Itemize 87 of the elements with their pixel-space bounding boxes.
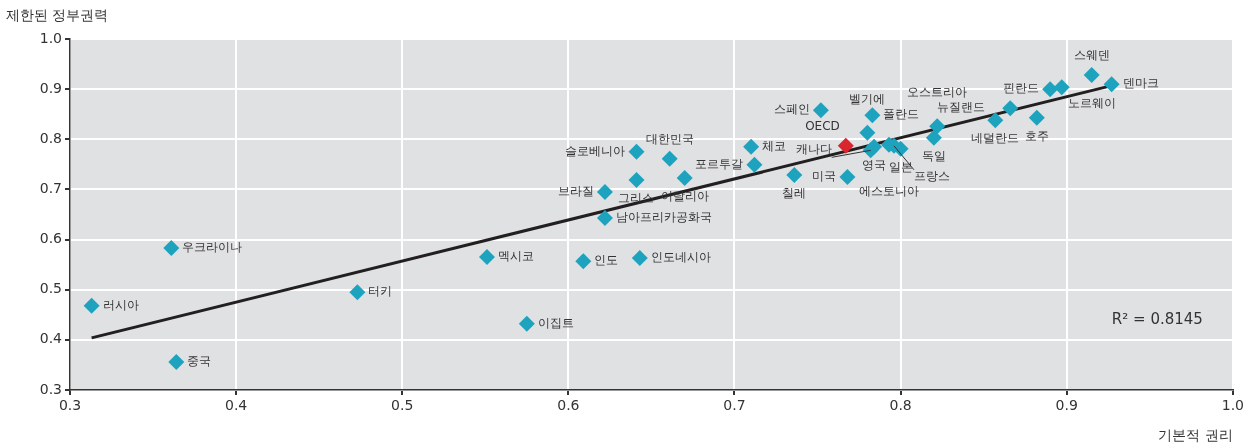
point [1028,109,1045,126]
point [746,156,763,173]
point [661,150,678,167]
point [349,284,366,301]
y-tick-label: 0.6 [39,230,63,247]
point [862,142,879,159]
y-tick-label: 0.8 [39,129,62,146]
annotation: 프랑스 [913,168,950,183]
x-tick-label: 0.5 [391,397,414,414]
point [812,102,829,119]
point [1042,81,1059,98]
annotation: 러시아 [102,297,139,312]
annotation: 에스토니아 [858,183,919,198]
annotation: 브라질 [557,184,594,199]
annotation: 미국 [812,169,837,184]
annotation: 터키 [368,284,393,299]
annotation: 네덜란드 [971,131,1020,146]
point [168,353,185,370]
point [631,250,648,267]
y-tick-label: 0.7 [39,180,62,197]
point [628,143,645,160]
annotation: 슬로베니아 [565,143,626,158]
annotation: 호주 [1024,128,1049,143]
y-tick-label: 0.3 [39,380,62,397]
y-axis-title: 제한된 정부권력 [6,6,109,23]
annotation: 영국 [862,157,887,172]
annotation: 일본 [888,159,913,174]
annotation: 체코 [762,138,787,153]
point [1053,79,1070,96]
y-tick-label: 0.5 [39,280,62,297]
annotation: 인도 [594,253,619,268]
point [628,171,645,188]
annotation: 이탈리아 [660,189,709,204]
annotation: 인도네시아 [650,250,711,265]
annotation: 중국 [187,354,212,369]
point [786,166,803,183]
point [83,297,100,314]
annotation: 뉴질랜드 [937,100,986,115]
annotation: 포르투갈 [695,156,744,171]
annotation: 캐나다 [795,142,832,157]
annotation: 벨기에 [849,91,886,106]
point [518,315,535,332]
annotation: 스페인 [773,102,810,117]
point [839,168,856,185]
annotation: 독일 [921,148,946,163]
annotation: 폴란드 [883,107,920,122]
y-tick-label: 0.4 [39,330,63,347]
annotation: 이집트 [537,315,574,330]
annotation: 오스트리아 [907,85,968,100]
annotation: 그리스 [618,191,655,206]
annotation: R² = 0.8145 [1111,309,1203,328]
x-tick-label: 0.3 [58,397,82,414]
point [1002,100,1019,117]
point [929,118,946,135]
point [596,183,613,200]
x-tick-label: 0.9 [1055,397,1078,414]
y-tick-label: 0.9 [39,79,62,96]
x-tick-label: 0.8 [889,397,912,414]
annotation: 덴마크 [1122,76,1159,91]
point [163,240,180,257]
y-tick-label: 1.0 [39,29,62,46]
annotation: 멕시코 [497,249,534,264]
point [925,129,942,146]
annotation: 대한민국 [645,131,694,146]
point [864,107,881,124]
point [837,137,854,154]
annotation: OECD [805,118,840,133]
point [1083,67,1100,84]
point [987,112,1004,129]
annotation: 칠레 [782,186,807,201]
annotation: 핀란드 [1003,81,1040,96]
x-tick-label: 0.6 [557,397,580,414]
point [1103,76,1120,93]
point [743,138,760,155]
x-tick-label: 0.4 [224,397,248,414]
point [676,169,693,186]
annotation: 스웨덴 [1073,48,1110,63]
x-tick-label: 1.0 [1221,397,1244,414]
x-tick-label: 0.7 [723,397,746,414]
x-axis-title: 기본적 권리 [1158,426,1233,443]
annotation: 남아프리카공화국 [615,210,712,225]
annotation: 노르웨이 [1067,96,1116,111]
point [478,249,495,266]
point [575,253,592,270]
point [859,124,876,141]
point [596,210,613,227]
annotation: 우크라이나 [182,240,243,255]
